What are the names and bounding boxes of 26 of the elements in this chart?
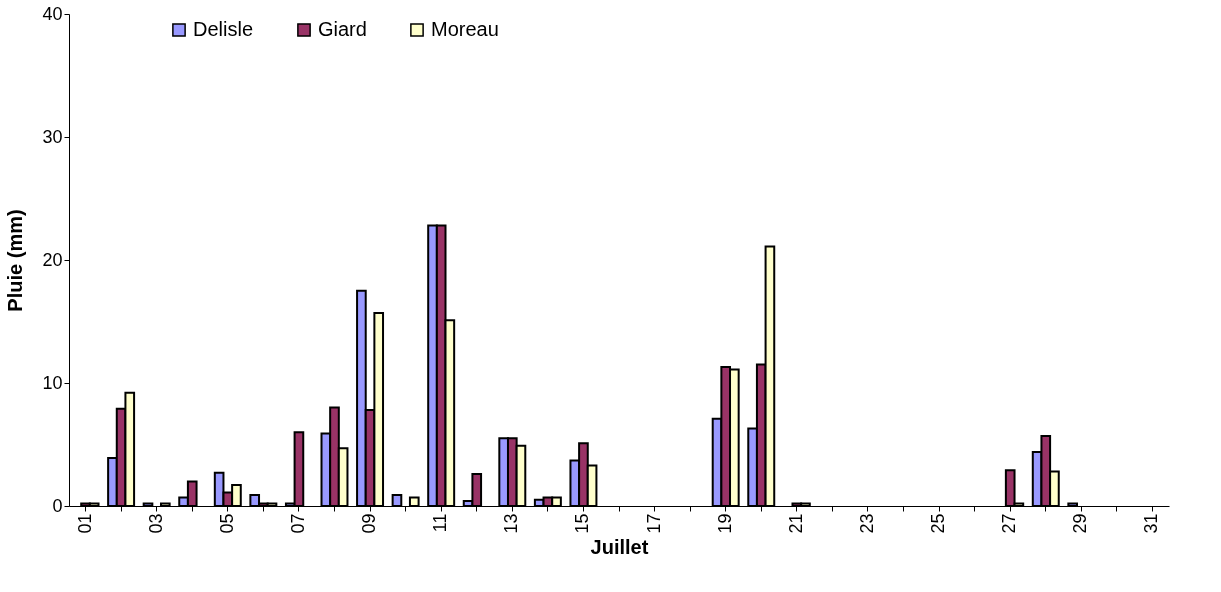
x-tick-label: 27 — [999, 513, 1020, 534]
x-tick-label: 01 — [74, 513, 95, 534]
x-tick-label: 03 — [145, 513, 166, 534]
x-axis-title: Juillet — [590, 535, 649, 558]
x-tick-label: 13 — [501, 513, 522, 534]
x-tick-label: 09 — [359, 513, 380, 534]
x-tick-label: 19 — [714, 513, 735, 534]
legend-label: Moreau — [431, 18, 499, 40]
x-tick-label: 21 — [785, 513, 806, 534]
x-tick-label: 07 — [287, 513, 308, 534]
x-tick-label: 17 — [643, 513, 664, 534]
x-tick-label: 11 — [430, 513, 451, 533]
y-tick-label: 30 — [42, 126, 63, 147]
y-tick-label: 0 — [52, 495, 63, 516]
legend-label: Delisle — [193, 18, 254, 40]
y-tick-label: 20 — [42, 249, 63, 270]
x-tick-label: 15 — [572, 513, 593, 534]
x-tick-label: 05 — [216, 513, 237, 534]
x-tick-label: 31 — [1141, 513, 1162, 534]
y-tick-label: 10 — [42, 372, 63, 393]
y-tick-label: 40 — [42, 3, 63, 24]
x-tick-label: 29 — [1070, 513, 1091, 534]
y-axis-title: Pluie (mm) — [4, 209, 27, 312]
legend-label: Giard — [318, 18, 367, 40]
x-tick-label: 25 — [928, 513, 949, 534]
x-tick-label: 23 — [856, 513, 877, 534]
